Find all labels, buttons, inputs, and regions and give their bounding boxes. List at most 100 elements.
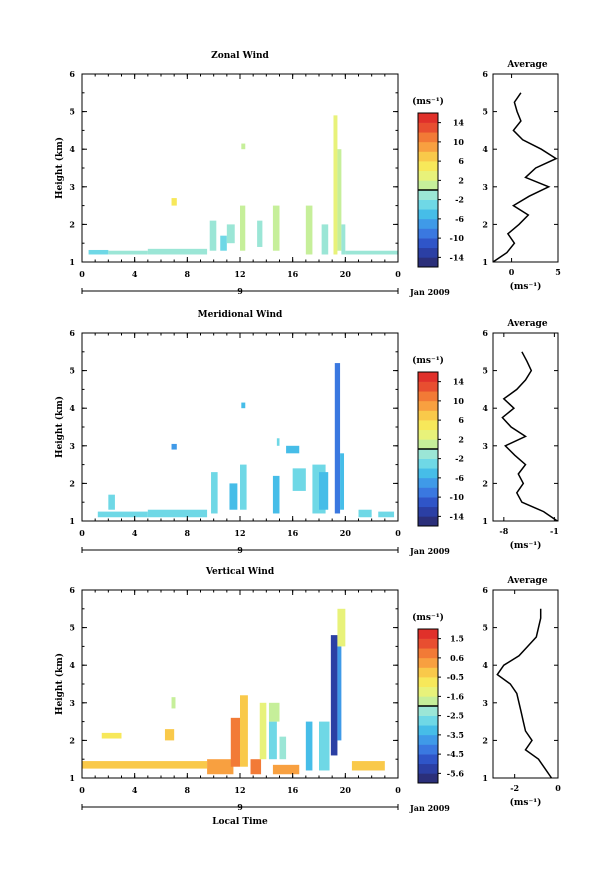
heatmap-patch: [82, 761, 208, 769]
colorbar-tick-label: 2: [458, 175, 464, 185]
heatmap-patch: [378, 511, 395, 518]
heatmap-patch: [340, 453, 345, 510]
heatmap-patch: [108, 494, 115, 510]
x-axis-label: Local Time: [212, 817, 268, 827]
profile-y-tick-label: 2: [482, 735, 488, 745]
profile-y-tick-label: 5: [482, 623, 488, 633]
profile-title: Average: [506, 319, 547, 329]
colorbar-tick-label: 6: [458, 415, 464, 425]
colorbar-tick-label: -2: [455, 195, 464, 205]
colorbar-tick-label: -14: [450, 252, 465, 262]
profile-y-tick-label: 6: [482, 328, 488, 338]
colorbar-tick-label: 10: [453, 137, 465, 147]
colorbar-swatch: [418, 667, 438, 678]
colorbar-swatch: [418, 429, 438, 440]
colorbar-swatch: [418, 477, 438, 488]
y-axis-label: Height (km): [54, 396, 65, 458]
day-label: 9: [237, 286, 243, 296]
colorbar-swatch: [418, 257, 438, 268]
x-tick-label: 8: [185, 785, 191, 795]
colorbar-swatch: [418, 420, 438, 431]
heatmap-patch: [220, 235, 227, 251]
profile-y-tick-label: 4: [482, 403, 488, 413]
x-tick-label: 16: [287, 785, 299, 795]
colorbar-swatch: [418, 161, 438, 172]
colorbar-swatch: [418, 410, 438, 421]
colorbar-tick-label: -2: [455, 454, 464, 464]
x-tick-label: 0: [79, 528, 85, 538]
x-tick-label: 12: [234, 269, 245, 279]
heatmap-patch: [226, 224, 235, 244]
profile-y-tick-label: 6: [482, 585, 488, 595]
x-tick-label: 0: [395, 785, 401, 795]
profile-y-tick-label: 3: [482, 698, 488, 708]
y-tick-label: 2: [69, 478, 75, 488]
heatmap-patch: [305, 205, 313, 255]
colorbar-swatch: [418, 734, 438, 745]
colorbar-swatch: [418, 677, 438, 688]
heatmap-patch: [337, 608, 346, 647]
heatmap-patch: [268, 702, 280, 722]
colorbar-swatch: [418, 372, 438, 382]
heatmap-patch: [147, 509, 208, 518]
heatmap-patch: [229, 483, 238, 510]
heatmap-patch: [330, 635, 338, 756]
colorbar-tick-label: 1.5: [450, 634, 464, 644]
heatmap-patch: [250, 759, 262, 775]
colorbar-swatch: [418, 122, 438, 133]
y-tick-label: 2: [69, 735, 75, 745]
heatmap-patch: [272, 764, 300, 775]
profile-line: [492, 92, 558, 263]
profile-y-tick-label: 3: [482, 182, 488, 192]
profile-x-tick-label: 0: [509, 267, 515, 277]
colorbar-tick-label: 0.6: [450, 653, 464, 663]
x-tick-label: 12: [234, 528, 245, 538]
heatmap-patch: [257, 220, 263, 247]
x-tick-label: 0: [395, 269, 401, 279]
date-label: Jan 2009: [409, 546, 450, 556]
profile-y-tick-label: 5: [482, 107, 488, 117]
colorbar-swatch: [418, 381, 438, 392]
heatmap-patch: [272, 475, 280, 514]
profile-x-tick-label: -8: [499, 526, 508, 536]
profile-frame: [492, 589, 559, 779]
colorbar-swatch: [418, 170, 438, 181]
x-tick-label: 20: [340, 269, 352, 279]
heatmap-patch: [276, 438, 280, 446]
colorbar-tick-label: -5.6: [447, 768, 465, 778]
colorbar-swatch: [418, 754, 438, 765]
colorbar-swatch: [418, 449, 438, 459]
colorbar-swatch: [418, 400, 438, 411]
x-tick-label: 0: [395, 528, 401, 538]
colorbar-swatch: [418, 715, 438, 726]
colorbar-tick-label: -3.5: [447, 730, 464, 740]
colorbar-tick-label: 10: [453, 396, 465, 406]
profile-y-tick-label: 4: [482, 144, 488, 154]
y-tick-label: 6: [69, 585, 75, 595]
heatmap-patch: [286, 445, 300, 454]
x-tick-label: 4: [132, 269, 138, 279]
profile-line: [496, 608, 553, 779]
colorbar-unit: (ms⁻¹): [412, 612, 444, 623]
y-tick-label: 4: [69, 660, 75, 670]
colorbar-unit: (ms⁻¹): [412, 96, 444, 107]
heatmap-patch: [240, 695, 248, 767]
colorbar-tick-label: -1.6: [447, 691, 465, 701]
colorbar-swatch: [418, 190, 438, 200]
colorbar-tick-label: -6: [455, 214, 464, 224]
y-tick-label: 5: [69, 107, 75, 117]
profile-y-tick-label: 2: [482, 478, 488, 488]
heatmap-patch: [147, 248, 208, 255]
heatmap-patch: [164, 729, 175, 741]
heatmap-patch: [272, 205, 280, 251]
colorbar-tick-label: 14: [453, 118, 465, 128]
y-tick-label: 3: [69, 182, 75, 192]
heatmap-patch: [341, 224, 346, 255]
heatmap-patch: [171, 198, 177, 206]
colorbar-tick-label: 14: [453, 377, 465, 387]
profile-y-tick-label: 4: [482, 660, 488, 670]
colorbar-tick-label: 6: [458, 156, 464, 166]
